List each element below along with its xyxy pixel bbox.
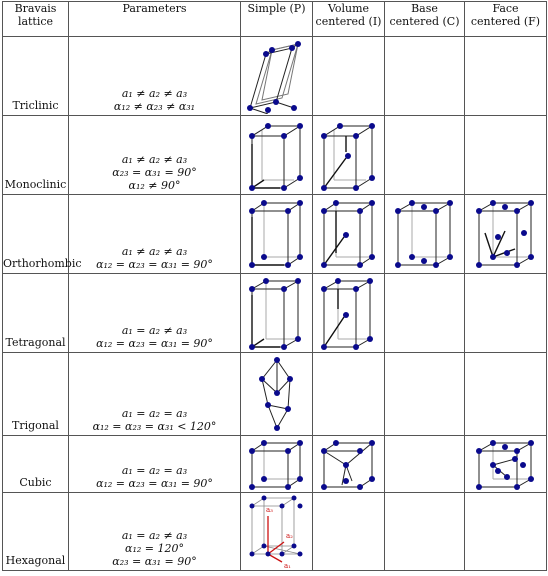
figure-face	[464, 435, 547, 493]
figure-base	[384, 492, 465, 571]
figure-simple	[240, 194, 313, 274]
parameters: a₁ = a₂ ≠ a₃ α₁₂ = α₂₃ = α₃₁ = 90°	[68, 273, 241, 353]
monoclinic-simple-cell	[248, 123, 303, 191]
figure-volume	[312, 352, 385, 436]
header-face-centered: Face centered (F)	[464, 1, 547, 37]
system-name: Trigonal	[2, 352, 69, 436]
figure-face	[464, 115, 547, 195]
system-name: Orthorhombic	[2, 194, 82, 274]
parameters: a₁ ≠ a₂ ≠ a₃ α₂₃ = α₃₁ = 90° α₁₂ ≠ 90°	[68, 115, 241, 195]
figure-base	[384, 435, 465, 493]
cubic-face-cell	[475, 440, 534, 490]
orthorhombic-volume-cell	[320, 200, 375, 268]
header-simple: Simple (P)	[240, 1, 313, 37]
figure-simple	[240, 273, 313, 353]
triclinic-simple-cell	[246, 41, 301, 114]
hex-label-a2: a₂	[286, 532, 293, 540]
figure-base	[384, 194, 465, 274]
row-monoclinic: Monoclinic a₁ ≠ a₂ ≠ a₃ α₂₃ = α₃₁ = 90° …	[2, 115, 547, 195]
row-tetragonal: Tetragonal a₁ = a₂ ≠ a₃ α₁₂ = α₂₃ = α₃₁ …	[2, 273, 547, 353]
system-name: Monoclinic	[2, 115, 69, 195]
header-row: Bravais lattice Parameters Simple (P) Vo…	[2, 1, 547, 37]
figure-base	[384, 352, 465, 436]
row-trigonal: Trigonal a₁ = a₂ = a₃ α₁₂ = α₂₃ = α₃₁ < …	[2, 352, 547, 436]
figure-simple	[240, 435, 313, 493]
orthorhombic-face-cell	[475, 200, 534, 268]
hexagonal-simple-cell: a₃ a₂ a₁	[249, 495, 302, 570]
header-volume-centered: Volume centered (I)	[312, 1, 385, 37]
figure-volume	[312, 194, 385, 274]
figure-simple	[240, 36, 313, 116]
header-system: Bravais lattice	[2, 1, 69, 37]
system-name: Hexagonal	[2, 492, 69, 571]
system-name: Tetragonal	[2, 273, 69, 353]
row-hexagonal: Hexagonal a₁ = a₂ ≠ a₃ α₁₂ = 120° α₂₃ = …	[2, 492, 547, 571]
row-orthorhombic: Orthorhombic a₁ ≠ a₂ ≠ a₃ α₁₂ = α₂₃ = α₃…	[2, 194, 547, 274]
parameters: a₁ ≠ a₂ ≠ a₃ α₁₂ ≠ α₂₃ ≠ α₃₁	[68, 36, 241, 116]
figure-base	[384, 273, 465, 353]
cubic-simple-cell	[248, 440, 303, 490]
trigonal-simple-cell	[258, 357, 293, 431]
orthorhombic-simple-cell	[248, 200, 303, 268]
parameters: a₁ ≠ a₂ ≠ a₃ α₁₂ = α₂₃ = α₃₁ = 90°	[68, 194, 241, 274]
figure-volume	[312, 492, 385, 571]
figure-simple	[240, 352, 313, 436]
tetragonal-volume-cell	[320, 278, 373, 350]
parameters: a₁ = a₂ = a₃ α₁₂ = α₂₃ = α₃₁ = 90°	[68, 435, 241, 493]
system-name: Triclinic	[2, 36, 69, 116]
figure-face	[464, 194, 547, 274]
row-triclinic: Triclinic a₁ ≠ a₂ ≠ a₃ α₁₂ ≠ α₂₃ ≠ α₃₁	[2, 36, 547, 116]
figure-volume	[312, 435, 385, 493]
figure-volume	[312, 273, 385, 353]
figure-face	[464, 36, 547, 116]
orthorhombic-base-cell	[394, 200, 453, 268]
cubic-volume-cell	[320, 440, 375, 490]
hex-label-a1: a₁	[284, 562, 291, 570]
hex-label-a3: a₃	[266, 506, 273, 514]
figure-simple	[240, 115, 313, 195]
figure-face	[464, 492, 547, 571]
figure-base	[384, 115, 465, 195]
parameters: a₁ = a₂ = a₃ α₁₂ = α₂₃ = α₃₁ < 120°	[68, 352, 241, 436]
figure-face	[464, 273, 547, 353]
figure-volume	[312, 115, 385, 195]
tetragonal-simple-cell	[248, 278, 301, 350]
monoclinic-volume-cell	[320, 123, 375, 191]
figure-simple: a₃ a₂ a₁	[240, 492, 313, 571]
row-cubic: Cubic a₁ = a₂ = a₃ α₁₂ = α₂₃ = α₃₁ = 90°	[2, 435, 547, 493]
header-parameters: Parameters	[68, 1, 241, 37]
parameters: a₁ = a₂ ≠ a₃ α₁₂ = 120° α₂₃ = α₃₁ = 90°	[68, 492, 241, 571]
header-base-centered: Base centered (C)	[384, 1, 465, 37]
figure-volume	[312, 36, 385, 116]
figure-base	[384, 36, 465, 116]
system-name: Cubic	[2, 435, 69, 493]
figure-face	[464, 352, 547, 436]
